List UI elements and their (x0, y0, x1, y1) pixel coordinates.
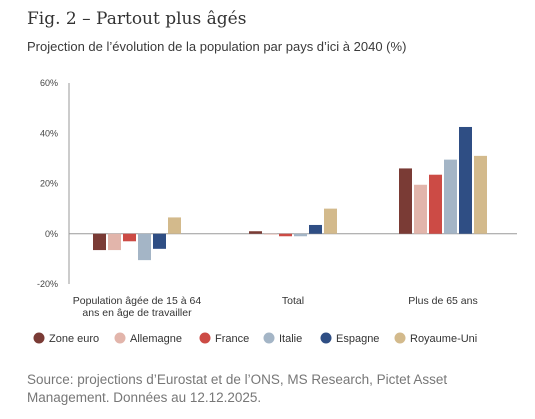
x-category-label: ans en âge de travailler (82, 307, 192, 319)
source-note: Source: projections d’Eurostat et de l’O… (27, 372, 448, 405)
bar-france (279, 233, 292, 237)
x-category-label: Plus de 65 ans (408, 295, 477, 307)
chart-subtitle: Projection de l’évolution de la populati… (27, 39, 407, 54)
bar-france (429, 174, 442, 234)
bar-chart: -20% 0% 20% 40% 60% Population âgée de 15 à 6… (33, 78, 517, 345)
y-tick-label: 40% (40, 128, 58, 138)
legend-label: Zone euro (49, 333, 99, 345)
x-category-label: Total (282, 295, 304, 307)
legend-label: Allemagne (130, 333, 182, 345)
legend-marker (394, 332, 406, 344)
bar-allemagne (108, 233, 121, 251)
bar-italie (444, 159, 457, 234)
bar-espagne (309, 224, 322, 234)
legend-marker (320, 332, 332, 344)
y-tick-label: 0% (45, 229, 58, 239)
bar-espagne (153, 233, 166, 249)
legend-label: Royaume-Uni (410, 333, 477, 345)
figure-title: Fig. 2 – Partout plus âgés (27, 9, 247, 29)
bar-espagne (459, 126, 472, 234)
bar-royaume-uni (474, 155, 487, 234)
bar-france (123, 233, 136, 242)
bar-royaume-uni (324, 208, 337, 234)
bar-zone-euro (399, 168, 412, 234)
x-category-label: Population âgée de 15 à 64 (73, 295, 202, 307)
y-tick-label: -20% (37, 279, 58, 289)
legend-marker (199, 332, 211, 344)
bar-royaume-uni (168, 217, 181, 234)
bar-allemagne (414, 184, 427, 234)
bar-allemagne (264, 233, 277, 235)
bar-italie (294, 233, 307, 237)
bar-italie (138, 233, 151, 261)
legend-marker (263, 332, 275, 344)
legend-marker (33, 332, 45, 344)
y-tick-label: 60% (40, 78, 58, 88)
bar-zone-euro (93, 233, 106, 251)
legend-label: Espagne (336, 333, 379, 345)
bar-zone-euro (249, 231, 262, 234)
legend-label: Italie (279, 333, 302, 345)
legend-label: France (215, 333, 249, 345)
legend-marker (114, 332, 126, 344)
y-tick-label: 20% (40, 179, 58, 189)
